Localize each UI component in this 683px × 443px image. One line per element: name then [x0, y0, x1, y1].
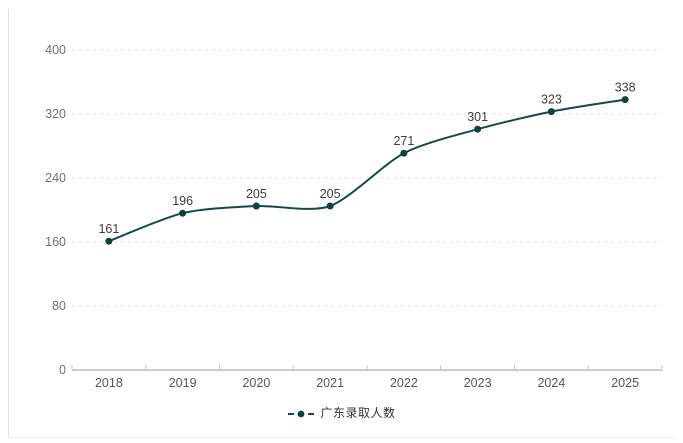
- data-point[interactable]: [179, 209, 187, 217]
- data-point[interactable]: [621, 96, 629, 104]
- x-axis-label: 2020: [242, 376, 270, 390]
- data-point[interactable]: [252, 202, 260, 210]
- legend-line-marker-icon: [288, 410, 315, 417]
- y-axis-label: 320: [45, 107, 66, 121]
- data-label: 196: [172, 194, 193, 208]
- x-axis-label: 2023: [464, 376, 492, 390]
- x-axis-label: 2021: [316, 376, 344, 390]
- x-axis-label: 2019: [169, 376, 197, 390]
- y-axis-label: 0: [59, 363, 66, 377]
- data-point[interactable]: [105, 237, 113, 245]
- chart-card: 0 80 160 240 320 400 2018 2019 2020 2021 2022 2023 2…: [8, 9, 675, 438]
- y-axis-label: 160: [45, 235, 66, 249]
- y-axis-label: 400: [45, 43, 66, 57]
- data-label: 338: [615, 81, 636, 95]
- data-label: 323: [541, 93, 562, 107]
- data-label: 205: [246, 187, 267, 201]
- x-axis-label: 2025: [611, 376, 639, 390]
- y-axis-label: 80: [52, 299, 66, 313]
- series-line: [107, 98, 627, 243]
- legend-label: 广东录取人数: [320, 406, 396, 420]
- x-axis-label: 2018: [95, 376, 123, 390]
- data-point[interactable]: [400, 149, 408, 157]
- data-label: 271: [393, 134, 414, 148]
- y-axis-label: 240: [45, 171, 66, 185]
- data-label: 205: [320, 187, 341, 201]
- x-axis-label: 2022: [390, 376, 418, 390]
- data-point[interactable]: [474, 125, 482, 133]
- data-point[interactable]: [326, 202, 334, 210]
- chart-canvas: 0 80 160 240 320 400 2018 2019 2020 2021 2022 2023 2…: [45, 43, 663, 390]
- legend-item-guangdong[interactable]: 广东录取人数: [9, 405, 675, 422]
- data-point[interactable]: [547, 108, 555, 116]
- data-label: 301: [467, 110, 488, 124]
- data-label: 161: [98, 222, 119, 236]
- x-axis-label: 2024: [537, 376, 565, 390]
